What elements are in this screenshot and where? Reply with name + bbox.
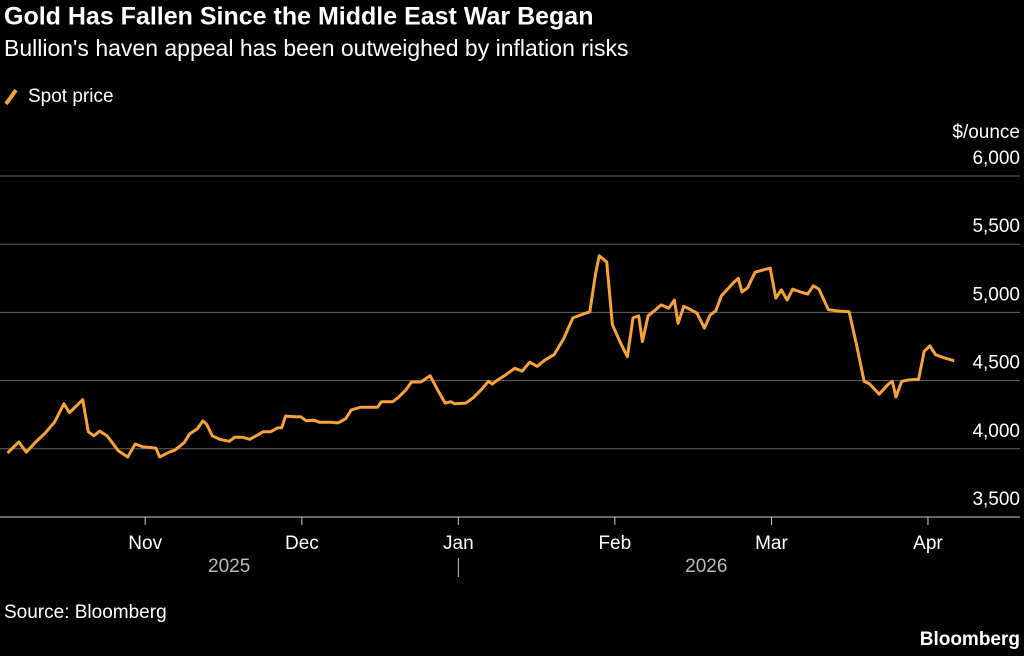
x-tick-label: Nov <box>128 533 162 554</box>
year-label: 2025 <box>208 556 250 577</box>
chart-subtitle: Bullion's haven appeal has been outweigh… <box>4 35 629 61</box>
x-tick-label: Jan <box>443 533 474 554</box>
y-unit: $/ounce <box>952 122 1020 143</box>
legend-swatch <box>4 88 18 106</box>
y-tick-label: 6,000 <box>972 148 1020 169</box>
price-line <box>6 254 955 459</box>
x-tick-label: Dec <box>285 533 319 554</box>
x-tick-label: Apr <box>913 533 943 554</box>
chart-title: Gold Has Fallen Since the Middle East Wa… <box>4 3 593 31</box>
x-tick-label: Feb <box>598 533 631 554</box>
x-tick-label: Mar <box>755 533 788 554</box>
y-tick-label: 4,500 <box>972 353 1020 374</box>
brand: Bloomberg <box>920 629 1020 650</box>
y-tick-label: 3,500 <box>972 489 1020 510</box>
year-label: 2026 <box>685 556 727 577</box>
y-tick-label: 5,000 <box>972 284 1020 305</box>
y-tick-label: 5,500 <box>972 216 1020 237</box>
y-tick-label: 4,000 <box>972 421 1020 442</box>
source: Source: Bloomberg <box>4 602 167 623</box>
legend-label: Spot price <box>28 86 114 107</box>
